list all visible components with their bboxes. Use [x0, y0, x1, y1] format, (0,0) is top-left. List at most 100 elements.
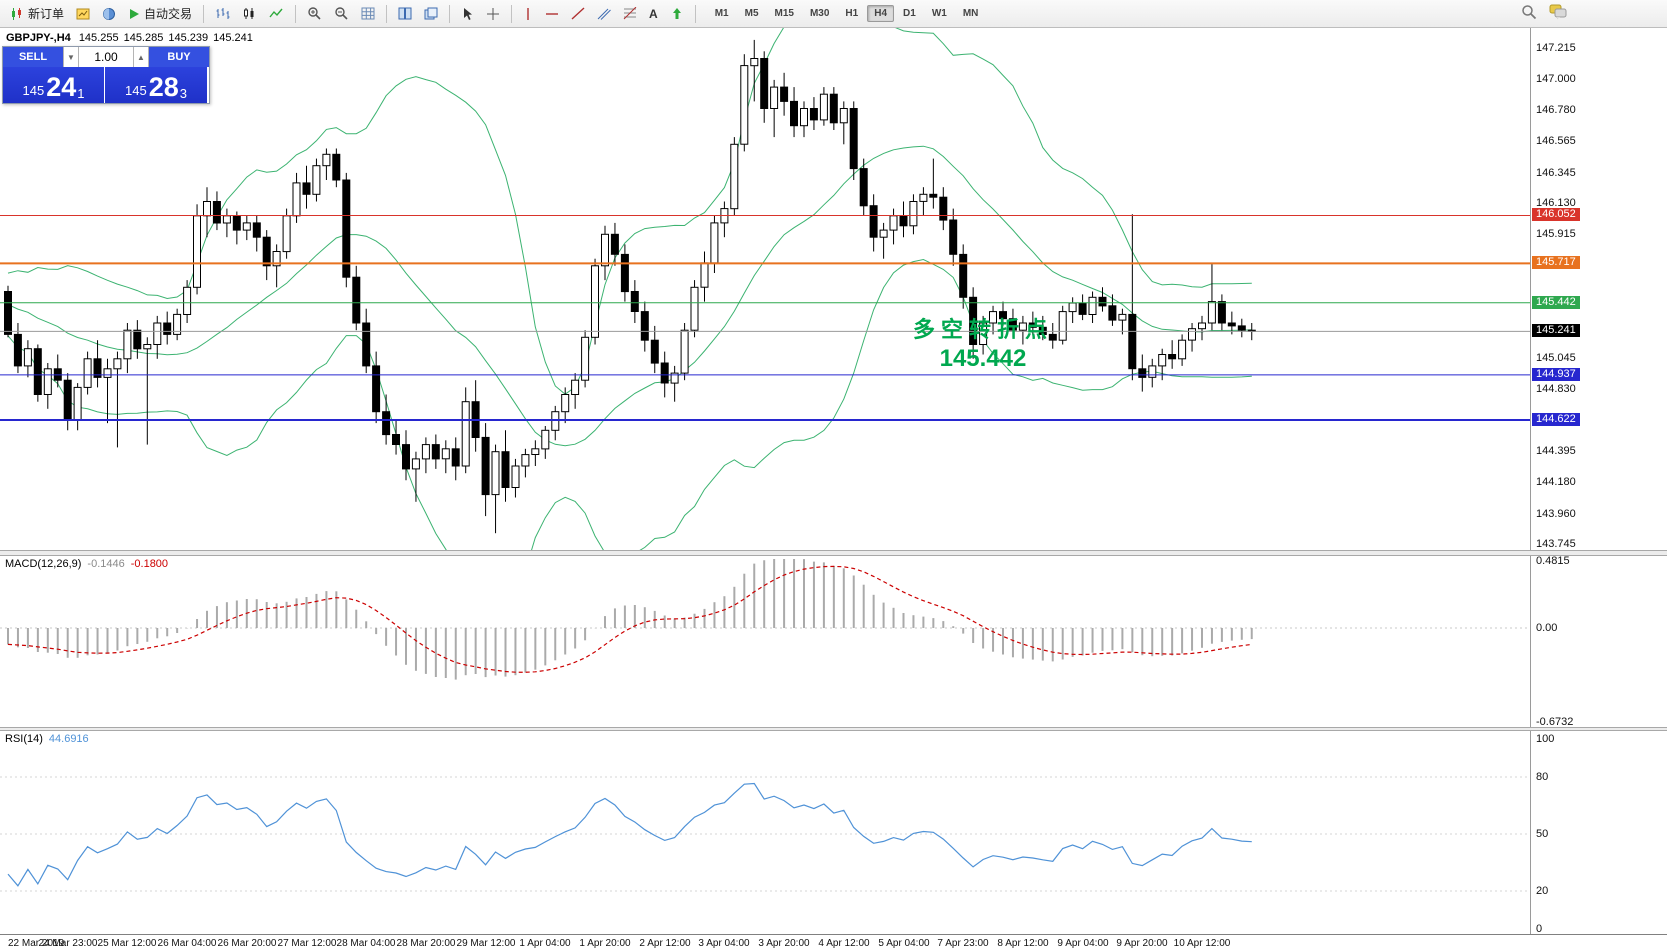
candlestick-icon — [244, 8, 254, 19]
price-axis-label: 143.960 — [1536, 508, 1576, 520]
horizontal-line-icon — [546, 12, 559, 15]
time-axis-label: 26 Mar 20:00 — [217, 938, 277, 949]
grid-toggle-button[interactable] — [356, 4, 380, 23]
new-order-icon — [12, 7, 21, 20]
market-watch-button[interactable] — [97, 4, 121, 24]
price-axis-label: 147.215 — [1536, 42, 1576, 54]
macd-main-value: -0.1446 — [87, 558, 125, 570]
lot-size-input[interactable] — [79, 47, 133, 67]
price-axis-label: 146.130 — [1536, 197, 1576, 209]
macd-canvas[interactable] — [0, 556, 1530, 727]
tf-button-H4[interactable]: H4 — [867, 5, 895, 22]
channel-tool-button[interactable] — [592, 4, 616, 23]
panel-divider-macd[interactable] — [0, 550, 1667, 556]
grid-icon — [361, 7, 375, 20]
lot-dropdown-button[interactable]: ▼ — [63, 47, 79, 67]
price-axis-label: 146.345 — [1536, 167, 1576, 179]
rsi-label: RSI(14) 44.6916 — [5, 733, 95, 745]
fibonacci-icon — [623, 7, 637, 20]
zoom-in-button[interactable] — [302, 3, 327, 24]
tf-button-D1[interactable]: D1 — [903, 8, 916, 19]
sell-price-pips: 24 — [46, 72, 77, 102]
price-axis-label: 144.180 — [1536, 476, 1576, 488]
time-axis-label: 1 Apr 20:00 — [579, 938, 631, 949]
sell-price-head: 145 — [22, 83, 45, 98]
candlestick-mode-button[interactable] — [237, 4, 262, 23]
market-watch-icon — [103, 7, 116, 20]
vertical-line-tool-button[interactable] — [518, 4, 538, 24]
trendline-tool-button[interactable] — [566, 4, 590, 23]
macd-axis-label: 0.00 — [1536, 622, 1558, 634]
autotrading-button[interactable]: 自动交易 — [123, 2, 197, 25]
main-chart-canvas[interactable] — [0, 28, 1530, 550]
tile-windows-icon — [398, 7, 412, 20]
toolbar-separator — [203, 4, 205, 23]
cascade-windows-button[interactable] — [419, 4, 443, 23]
time-axis-label: 7 Apr 23:00 — [937, 938, 989, 949]
macd-name: MACD(12,26,9) — [5, 558, 82, 570]
time-axis-label: 10 Apr 12:00 — [1173, 938, 1231, 949]
cascade-windows-icon — [424, 7, 438, 20]
time-axis-label: 9 Apr 04:00 — [1057, 938, 1109, 949]
price-axis-label: 146.780 — [1536, 104, 1576, 116]
autotrading-label: 自动交易 — [144, 7, 193, 21]
bar-chart-mode-button[interactable] — [210, 4, 235, 23]
tf-button-M30[interactable]: M30 — [809, 8, 830, 19]
line-chart-icon — [269, 8, 283, 18]
arrow-tools-button[interactable] — [665, 4, 689, 23]
toolbar-separator — [449, 4, 451, 23]
buy-button[interactable]: BUY — [149, 47, 209, 67]
price-axis[interactable]: 147.215 147.000 146.780 146.565 146.345 146.1… — [1530, 28, 1667, 935]
rsi-axis-label: 20 — [1536, 885, 1549, 897]
time-axis-label: 9 Apr 20:00 — [1116, 938, 1168, 949]
price-line-badge: 145.717 — [1532, 256, 1580, 269]
cursor-tool-button[interactable] — [456, 4, 479, 24]
rsi-canvas[interactable] — [0, 731, 1530, 934]
sell-price-button[interactable]: 145 24 1 — [3, 67, 105, 103]
tile-windows-button[interactable] — [393, 4, 417, 23]
tf-button-M1[interactable]: M1 — [714, 8, 729, 19]
tf-button-MN[interactable]: MN — [962, 8, 979, 19]
buy-price-button[interactable]: 145 28 3 — [105, 67, 207, 103]
sell-button[interactable]: SELL — [3, 47, 63, 67]
time-axis-label: 26 Mar 04:00 — [157, 938, 217, 949]
tf-button-W1[interactable]: W1 — [931, 8, 947, 19]
crosshair-tool-button[interactable] — [481, 4, 505, 24]
new-chart-button[interactable] — [71, 4, 95, 24]
arrow-tools-icon — [672, 8, 681, 19]
text-tool-button[interactable]: A — [649, 6, 658, 21]
line-chart-mode-button[interactable] — [264, 4, 289, 23]
symbol-timeframe-label: GBPJPY-,H4 — [6, 32, 71, 44]
autotrading-play-icon — [130, 8, 140, 19]
price-line-badge: 145.442 — [1532, 296, 1580, 309]
toolbar-separator — [386, 4, 388, 23]
price-axis-label: 146.565 — [1536, 135, 1576, 147]
time-axis-label: 5 Apr 04:00 — [878, 938, 930, 949]
search-icon[interactable] — [1521, 4, 1537, 20]
equidistant-channel-icon — [597, 8, 611, 20]
tf-button-H1[interactable]: H1 — [845, 8, 859, 19]
tf-button-M15[interactable]: M15 — [774, 8, 794, 19]
trade-panel-price-row: 145 24 1 145 28 3 — [3, 67, 209, 103]
time-axis[interactable]: 22 Mar 2019 24 Mar 23:00 25 Mar 12:00 26 Ma… — [0, 934, 1667, 952]
time-axis-label: 3 Apr 04:00 — [698, 938, 750, 949]
time-axis-label: 1 Apr 04:00 — [519, 938, 571, 949]
panel-divider-rsi[interactable] — [0, 727, 1667, 731]
price-axis-label: 143.745 — [1536, 538, 1576, 550]
toolbar-separator — [295, 4, 297, 23]
chart-ohlc-header: GBPJPY-,H4 145.255 145.285 145.239 145.241 — [6, 32, 258, 44]
new-chart-icon — [76, 8, 90, 19]
rsi-axis-label: 100 — [1536, 733, 1555, 745]
fibonacci-tool-button[interactable] — [618, 4, 642, 23]
new-order-button[interactable]: 新订单 — [5, 2, 69, 25]
tf-button-M5[interactable]: M5 — [744, 8, 759, 19]
price-line-badge: 144.937 — [1532, 368, 1580, 381]
rsi-value: 44.6916 — [48, 733, 89, 745]
lot-stepper-up[interactable]: ▲ — [133, 47, 149, 67]
rsi-axis-label: 50 — [1536, 828, 1549, 840]
horizontal-line-tool-button[interactable] — [540, 6, 564, 22]
chat-icon[interactable] — [1549, 4, 1567, 20]
zoom-out-button[interactable] — [329, 3, 354, 24]
